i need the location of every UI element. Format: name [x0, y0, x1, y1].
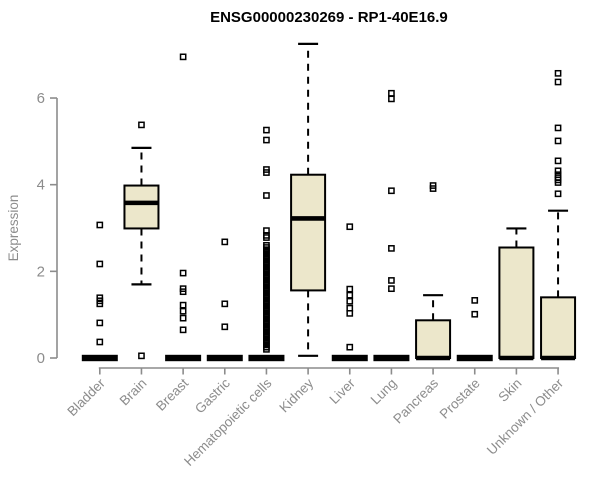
outlier-point [346, 297, 354, 305]
outlier-point [221, 238, 229, 246]
outlier-point [179, 53, 187, 61]
collapsed-box [81, 354, 118, 362]
outlier-point [346, 285, 354, 293]
x-tick-label: Lung [368, 376, 400, 408]
collapsed-box [206, 354, 243, 362]
x-tick-label: Liver [327, 375, 359, 407]
box-group-kidney [290, 42, 327, 357]
collapsed-box [456, 354, 493, 362]
x-tick-label: Unknown / Other [484, 375, 567, 458]
outlier-point [471, 310, 479, 318]
iqr-box [290, 173, 327, 292]
y-tick-label: 2 [37, 263, 45, 280]
collapsed-box [248, 354, 285, 362]
x-tick-label: Prostate [437, 376, 483, 422]
outlier-point [221, 323, 229, 331]
box-group-liver [331, 223, 368, 362]
box-group-unknown-other [540, 69, 577, 361]
box-group-gastric [206, 238, 243, 362]
collapsed-box [373, 354, 410, 362]
outlier-point [263, 136, 270, 144]
outlier-point [96, 319, 104, 327]
box-group-skin [498, 227, 535, 361]
outlier-point [179, 285, 187, 293]
outlier-point [96, 338, 104, 346]
outlier-point [346, 310, 354, 317]
box-group-brain [123, 121, 160, 360]
x-tick-label: Pancreas [390, 375, 441, 426]
outlier-point [346, 223, 354, 231]
outlier-point [388, 245, 395, 252]
outlier-point [388, 277, 395, 284]
outlier-point [346, 343, 354, 351]
outlier-point [179, 314, 187, 322]
outlier-point [263, 166, 270, 173]
x-tick-label: Breast [153, 375, 191, 413]
outlier-point [346, 304, 354, 312]
iqr-box [498, 246, 535, 359]
outlier-point [263, 227, 270, 234]
outlier-point [429, 182, 437, 189]
outlier-point [554, 171, 562, 179]
x-tick-label: Bladder [64, 375, 108, 419]
outlier-point [554, 167, 562, 175]
outlier-point [96, 260, 104, 268]
x-tick-label: Skin [495, 376, 524, 405]
outlier-point [138, 352, 145, 360]
outlier-point [388, 89, 395, 97]
outlier-point [554, 157, 562, 165]
box-group-bladder [81, 221, 118, 362]
outlier-point [263, 241, 270, 249]
chart-title: ENSG00000230269 - RP1-40E16.9 [210, 9, 448, 26]
outlier-point [263, 192, 270, 199]
outlier-point [554, 190, 562, 198]
outlier-point [554, 124, 562, 132]
outlier-point [388, 187, 395, 195]
outlier-point [471, 297, 479, 304]
collapsed-box [331, 354, 368, 362]
y-tick-label: 0 [37, 350, 45, 367]
outlier-point [263, 126, 270, 134]
outlier-point [138, 121, 145, 129]
outlier-point [179, 307, 187, 315]
x-tick-label: Brain [117, 376, 150, 409]
iqr-box [123, 184, 160, 230]
y-tick-label: 4 [37, 177, 45, 194]
y-axis-title: Expression [6, 195, 21, 262]
box-group-prostate [456, 297, 493, 362]
box-group-lung [373, 89, 410, 362]
outlier-point [346, 291, 354, 299]
x-tick-label: Gastric [192, 375, 233, 416]
collapsed-box [165, 354, 202, 362]
outlier-point [554, 78, 562, 86]
x-tick-label: Kidney [276, 375, 316, 415]
outlier-point [221, 300, 229, 308]
y-tick-label: 6 [37, 90, 45, 107]
box-group-pancreas [415, 182, 452, 361]
outlier-point [179, 326, 187, 334]
outlier-point [179, 269, 187, 277]
box-group-hematopoietic-cells [248, 126, 285, 362]
outlier-point [96, 294, 104, 302]
outlier-point [388, 285, 395, 293]
iqr-box [540, 296, 577, 360]
outlier-point [554, 137, 562, 145]
y-axis: 0 2 4 6 Expression [6, 90, 58, 367]
outlier-point [96, 221, 104, 229]
iqr-box [415, 319, 452, 359]
box-group-breast [165, 53, 202, 362]
outlier-point [554, 69, 562, 77]
outlier-point [388, 95, 395, 103]
outlier-point [179, 301, 187, 309]
